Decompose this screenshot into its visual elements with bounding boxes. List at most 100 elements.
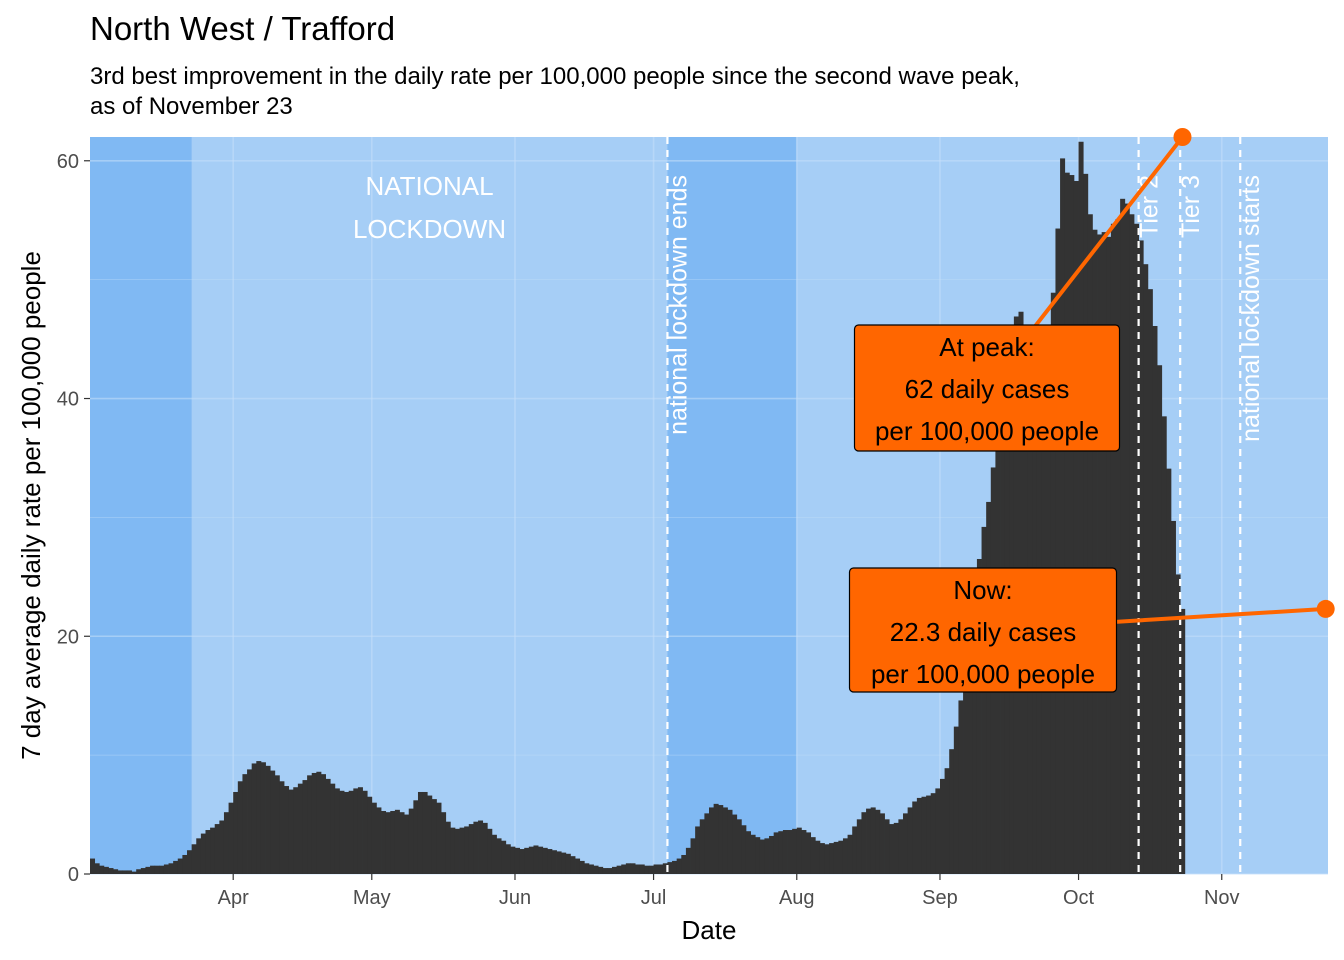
annotations: At peak: 62 daily cases per 100,000 people… [848, 128, 1335, 693]
lockdown-label-line: LOCKDOWN [353, 214, 506, 244]
bar [611, 866, 618, 874]
bar [108, 868, 114, 874]
shaded-period-1 [667, 137, 797, 874]
y-tick-label: 60 [57, 151, 79, 173]
bar [501, 840, 507, 874]
bar [681, 854, 687, 874]
subtitle-line-1: 3rd best improvement in the daily rate p… [90, 63, 1020, 90]
lockdown-label: NATIONAL LOCKDOWN [353, 171, 506, 244]
bar [912, 801, 918, 874]
bar [856, 819, 862, 874]
bar [662, 863, 668, 874]
x-tick-label: Sep [922, 887, 958, 909]
bar [1133, 223, 1140, 874]
bar [1097, 234, 1103, 875]
bar [228, 802, 234, 874]
bar [196, 838, 202, 874]
bar [972, 595, 978, 874]
x-tick-label: Apr [218, 887, 249, 909]
bar [260, 762, 266, 874]
bar [875, 809, 881, 874]
bar [842, 838, 848, 874]
bar [210, 827, 216, 874]
chart-title: North West / Trafford [90, 10, 396, 47]
bar [284, 786, 290, 874]
shaded-period-0 [90, 137, 192, 874]
bar [644, 865, 650, 874]
annotation-text: per 100,000 people [871, 659, 1095, 689]
bar [339, 790, 345, 874]
bar [362, 790, 368, 874]
bar [177, 858, 183, 874]
bar [713, 803, 719, 874]
bar [450, 827, 456, 874]
bar [154, 865, 160, 874]
x-axis-title: Date [682, 915, 737, 945]
bar [1180, 608, 1186, 874]
bar [551, 850, 557, 874]
event-label: Tier 3 [1177, 175, 1205, 238]
bar [302, 780, 308, 874]
annotation-text: 22.3 daily cases [890, 617, 1076, 647]
bar [348, 790, 354, 874]
bar [514, 847, 521, 874]
y-tick-label: 40 [57, 389, 79, 411]
bar [1143, 264, 1149, 875]
bar [126, 870, 132, 874]
bar [672, 860, 678, 874]
bar [782, 830, 788, 874]
bar [944, 768, 950, 874]
bar [658, 864, 664, 874]
bar [274, 775, 280, 874]
bar [1083, 173, 1089, 875]
x-tick-label: Jul [641, 887, 667, 909]
bar [819, 843, 825, 874]
bar [311, 772, 317, 874]
bar [829, 843, 835, 874]
bar [653, 864, 659, 874]
bar [967, 636, 973, 874]
bar [745, 831, 751, 874]
bar [648, 865, 654, 874]
bar [598, 866, 604, 874]
bar [103, 866, 109, 874]
bar [778, 831, 784, 874]
bar [815, 840, 821, 874]
bar [459, 827, 465, 874]
subtitle-line-2: as of November 23 [90, 93, 293, 120]
bar [247, 769, 253, 874]
bar [182, 854, 188, 874]
annotation-box [848, 567, 1118, 693]
bar [214, 824, 220, 874]
bar [953, 726, 959, 874]
bar [556, 851, 562, 874]
bar [431, 799, 437, 874]
x-tick-label: Aug [779, 887, 815, 909]
annotation-text: Now: [953, 575, 1012, 605]
bar [487, 828, 493, 874]
bar [542, 847, 548, 874]
bar [90, 858, 96, 874]
bar [893, 822, 899, 874]
bar [334, 788, 340, 874]
bar [191, 844, 197, 874]
bar [205, 830, 211, 874]
bar [237, 781, 243, 874]
bar [505, 844, 511, 874]
annotation-text: 62 daily cases [905, 374, 1070, 404]
bar [417, 791, 423, 874]
bar [344, 791, 350, 874]
bar [570, 856, 576, 874]
bar [750, 834, 756, 874]
bar [524, 847, 530, 874]
bar [699, 819, 705, 874]
annotation-box [853, 324, 1121, 452]
bar [1166, 468, 1172, 874]
bar [759, 839, 765, 874]
bar [353, 788, 359, 874]
bar [981, 526, 987, 874]
bar [307, 775, 313, 874]
bar [454, 828, 460, 874]
bar [602, 868, 608, 874]
bar [921, 796, 927, 874]
